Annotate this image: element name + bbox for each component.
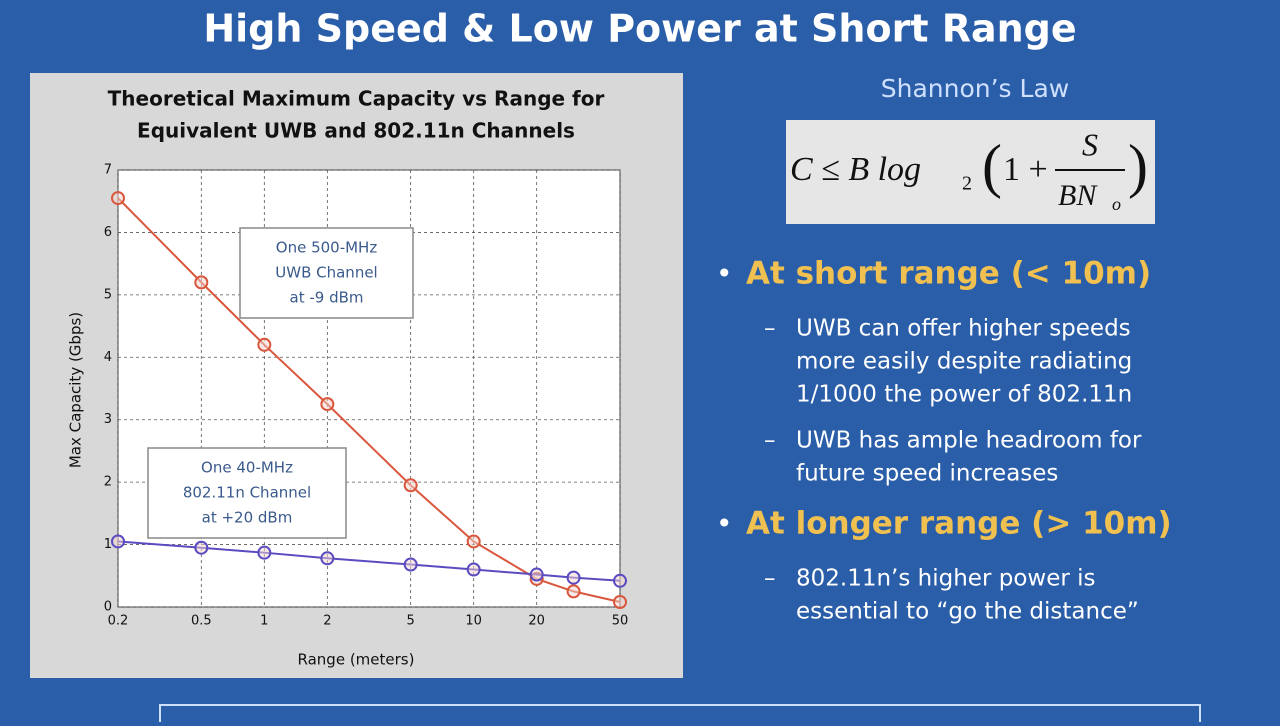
sub-dash: – bbox=[764, 566, 776, 592]
y-tick-label: 5 bbox=[104, 287, 112, 302]
y-tick-label: 0 bbox=[104, 600, 112, 615]
data-point bbox=[257, 337, 272, 352]
law-title: Shannon’s Law bbox=[881, 74, 1069, 103]
bullet-dot: • bbox=[716, 507, 733, 540]
sub-bullet-text: UWB has ample headroom for bbox=[796, 428, 1142, 454]
annotation-text: at -9 dBm bbox=[290, 289, 364, 307]
equation-lhs: C ≤ B log bbox=[790, 151, 921, 188]
equation-den-sub: o bbox=[1112, 194, 1121, 214]
y-axis-label: Max Capacity (Gbps) bbox=[67, 312, 85, 468]
sub-bullet-text: UWB can offer higher speeds bbox=[796, 316, 1131, 342]
annotation-text: One 40-MHz bbox=[201, 459, 293, 477]
equation: C ≤ B log 2 ( 1 + S BN o ) bbox=[790, 126, 1148, 214]
plot: 0 1 2 3 4 5 6 7 0.2 0.5 1 2 5 10 20 50 One 500-MHz UWB Ch… bbox=[104, 163, 629, 629]
annotation-text: 802.11n Channel bbox=[183, 484, 311, 502]
data-point bbox=[613, 595, 627, 610]
data-point bbox=[194, 275, 209, 290]
y-tick-label: 3 bbox=[104, 412, 112, 427]
x-tick-label: 1 bbox=[260, 614, 268, 629]
paren: ) bbox=[1128, 133, 1148, 199]
chart-title: Theoretical Maximum Capacity vs Range fo… bbox=[108, 87, 605, 111]
equation-den: BN bbox=[1058, 179, 1098, 212]
data-point bbox=[403, 557, 418, 572]
equation-num: S bbox=[1082, 126, 1098, 162]
data-point bbox=[111, 191, 125, 206]
annotation-text: One 500-MHz bbox=[276, 239, 378, 257]
x-tick-label: 2 bbox=[323, 614, 331, 629]
data-point bbox=[403, 478, 418, 493]
sub-bullet-text: future speed increases bbox=[796, 461, 1058, 487]
data-point bbox=[466, 534, 481, 549]
bullet-heading: At short range (< 10m) bbox=[746, 256, 1151, 292]
data-point bbox=[566, 570, 581, 585]
x-tick-label: 5 bbox=[407, 614, 415, 629]
x-tick-label: 0.2 bbox=[108, 614, 129, 629]
annotation-box bbox=[147, 447, 347, 539]
data-point bbox=[529, 567, 544, 582]
annotation-text: UWB Channel bbox=[275, 264, 377, 282]
sub-bullet-text: essential to “go the distance” bbox=[796, 599, 1139, 625]
sub-bullet-text: 1/1000 the power of 802.11n bbox=[796, 382, 1132, 408]
equation-one: 1 + bbox=[1003, 151, 1048, 188]
bullet-heading: At longer range (> 10m) bbox=[746, 506, 1172, 542]
data-point bbox=[466, 562, 481, 577]
y-tick-label: 4 bbox=[104, 350, 112, 365]
equation-base: 2 bbox=[962, 173, 972, 195]
y-tick-label: 1 bbox=[104, 537, 112, 552]
sub-bullet-text: more easily despite radiating bbox=[796, 349, 1132, 375]
y-tick-label: 6 bbox=[104, 225, 112, 240]
data-point bbox=[111, 534, 125, 549]
y-tick-label: 7 bbox=[104, 163, 112, 178]
data-point bbox=[613, 573, 627, 588]
x-axis-label: Range (meters) bbox=[298, 651, 415, 669]
data-point bbox=[320, 397, 335, 412]
slide-title: High Speed & Low Power at Short Range bbox=[203, 7, 1076, 51]
x-tick-label: 50 bbox=[612, 614, 629, 629]
sub-dash: – bbox=[764, 428, 776, 454]
chart-title: Equivalent UWB and 802.11n Channels bbox=[137, 119, 575, 143]
paren: ( bbox=[982, 133, 1002, 199]
data-point bbox=[257, 545, 272, 560]
x-tick-label: 10 bbox=[465, 614, 482, 629]
y-tick-label: 2 bbox=[104, 475, 112, 490]
data-point bbox=[320, 551, 335, 566]
data-point bbox=[566, 584, 581, 599]
annotation-text: at +20 dBm bbox=[202, 509, 293, 527]
bullet-dot: • bbox=[716, 257, 733, 290]
equation-box bbox=[786, 120, 1155, 224]
x-tick-label: 0.5 bbox=[191, 614, 212, 629]
data-point bbox=[194, 540, 209, 555]
sub-dash: – bbox=[764, 316, 776, 342]
bullets: • At short range (< 10m)– UWB can offer hi… bbox=[716, 256, 1172, 625]
annotation-box bbox=[239, 227, 414, 319]
sub-bullet-text: 802.11n’s higher power is bbox=[796, 566, 1096, 592]
x-tick-label: 20 bbox=[528, 614, 545, 629]
